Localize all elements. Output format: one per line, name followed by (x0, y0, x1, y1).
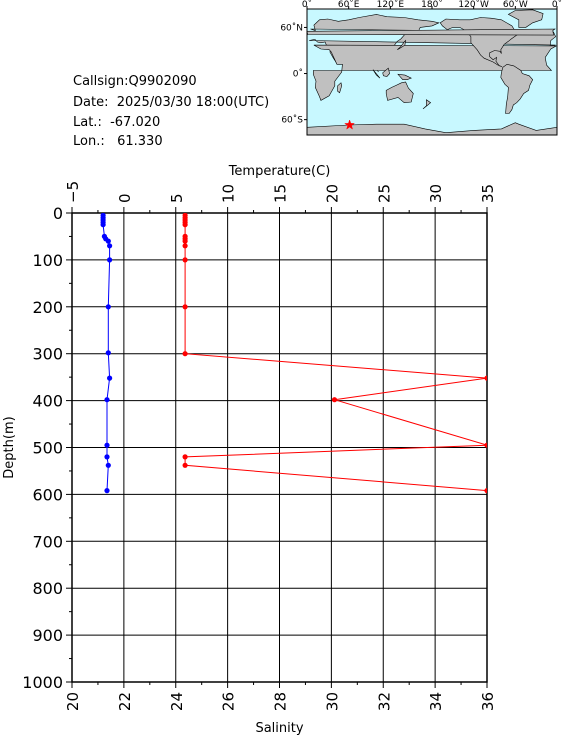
temperature-tick-label: 30 (427, 184, 445, 203)
temperature-point (182, 238, 188, 244)
temperature-tick-label: 15 (272, 184, 290, 203)
depth-tick-label: 0 (53, 204, 63, 223)
latitude-label: Lat.: -67.020 (73, 115, 161, 130)
depth-tick-label: 900 (32, 626, 63, 645)
map-lat-label: 0˚ (293, 69, 303, 80)
depth-tick-label: 100 (32, 251, 63, 270)
salinity-tick-label: 34 (427, 692, 445, 711)
map-lon-label: 60˚E (338, 0, 360, 10)
salinity-point (104, 488, 110, 494)
depth-tick-label: 800 (32, 579, 63, 598)
depth-tick-label: 1000 (22, 673, 63, 692)
map-sumatra (372, 69, 381, 79)
temperature-point (182, 222, 188, 228)
temperature-point (484, 488, 487, 494)
salinity-point (105, 304, 111, 310)
salinity-tick-label: 28 (272, 692, 290, 711)
depth-tick-label: 700 (32, 532, 63, 551)
map-lon-label: 180˚ (421, 0, 443, 10)
depth-axis-title: Depth(m) (2, 416, 17, 478)
salinity-axis-title: Salinity (255, 721, 303, 736)
map-lon-label: 0˚ (552, 0, 562, 10)
temperature-tick-label: 20 (323, 184, 341, 203)
salinity-point (107, 243, 113, 249)
salinity-point (100, 222, 106, 228)
map-lon-label: 120˚W (458, 0, 489, 10)
temperature-series (182, 213, 487, 494)
map-lon-label: 0˚ (302, 0, 312, 10)
depth-tick-label: 200 (32, 298, 63, 317)
salinity-tick-label: 30 (323, 692, 341, 711)
map-new-zealand (422, 99, 432, 110)
salinity-tick-label: 36 (479, 692, 497, 711)
depth-tick-label: 300 (32, 345, 63, 364)
longitude-label: Lon.: 61.330 (73, 134, 163, 149)
location-map: 0˚ 60˚E 120˚E 180˚ 120˚W 60˚W 0˚ 60˚N 0˚ 60˚S (280, 0, 562, 136)
temperature-point (182, 462, 188, 468)
temperature-tick-label: 25 (375, 184, 393, 203)
temperature-point (182, 304, 188, 310)
temperature-tick-label: −5 (64, 181, 82, 203)
date-label: Date: 2025/03/30 18:00(UTC) (73, 95, 270, 110)
salinity-tick-label: 32 (375, 692, 393, 711)
map-borneo (382, 67, 390, 77)
temperature-axis-title: Temperature(C) (228, 164, 331, 179)
map-uk (306, 28, 556, 36)
temperature-line (184, 215, 487, 492)
salinity-point (107, 257, 113, 263)
salinity-point (104, 397, 110, 403)
temperature-tick-label: 10 (220, 184, 238, 203)
map-south-america (500, 63, 534, 114)
map-lat-label: 60˚S (281, 115, 303, 126)
salinity-point (104, 442, 110, 448)
salinity-tick-label: 20 (64, 692, 82, 711)
temperature-tick-label: 5 (168, 193, 186, 203)
map-japan (397, 39, 407, 50)
temperature-tick-label: 0 (116, 193, 134, 203)
map-greenland (507, 9, 544, 28)
temperature-point (182, 243, 188, 249)
map-new-guinea (397, 73, 412, 80)
depth-tick-label: 400 (32, 392, 63, 411)
temperature-point (331, 397, 338, 403)
salinity-point (107, 375, 113, 381)
salinity-point (105, 350, 111, 356)
station-marker-star (344, 119, 356, 130)
depth-tick-label: 600 (32, 485, 63, 504)
callsign-label: Callsign:Q9902090 (73, 74, 197, 89)
temperature-point (484, 375, 487, 381)
salinity-point (105, 238, 111, 244)
temperature-point (182, 257, 188, 263)
map-lat-label: 60˚N (280, 22, 303, 33)
temperature-point (182, 454, 188, 460)
salinity-point (104, 454, 110, 460)
salinity-tick-label: 24 (168, 692, 186, 711)
salinity-tick-label: 22 (116, 692, 134, 711)
temperature-point (484, 442, 487, 448)
map-australia (385, 81, 414, 104)
map-lon-label: 120˚E (377, 0, 405, 10)
temperature-tick-label: 35 (479, 184, 497, 203)
map-madagascar (337, 82, 343, 94)
salinity-tick-label: 26 (220, 692, 238, 711)
salinity-point (105, 462, 111, 468)
temperature-point (182, 351, 188, 357)
salinity-series (100, 213, 113, 494)
depth-tick-label: 500 (32, 439, 63, 458)
map-lon-label: 60˚W (503, 0, 528, 10)
